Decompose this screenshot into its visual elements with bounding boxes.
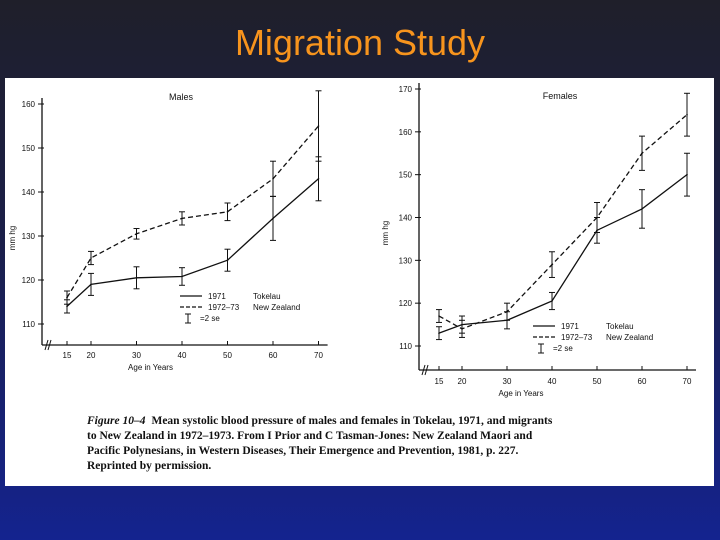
chart2-title: Females: [543, 91, 578, 101]
chart1-x-tick-label: 70: [314, 351, 323, 360]
chart2-series-2-point: [506, 310, 508, 313]
chart2-x-tick-label: 50: [593, 377, 602, 386]
chart2-y-axis-label: mm hg: [381, 221, 390, 245]
slide-title: Migration Study: [234, 22, 486, 63]
chart1-series-1-line: [66, 178, 319, 307]
chart1-series-1-point: [226, 259, 229, 261]
chart2-x-tick-label: 60: [638, 377, 647, 386]
chart1-y-tick-label: 120: [22, 276, 36, 285]
chart1-y-axis-label: mm hg: [8, 226, 17, 250]
chart1-x-tick-label: 60: [269, 351, 278, 360]
chart2-axis-break: [421, 364, 426, 376]
chart1-legend-errorbar-label: =2 se: [200, 314, 220, 323]
chart2-series-2-line: [438, 114, 688, 330]
chart2-series-2-point: [596, 216, 598, 219]
chart2-series-2-point: [551, 263, 553, 266]
chart2-series-2-point: [461, 328, 463, 330]
chart2-y-tick-label: 160: [399, 128, 413, 137]
chart2-series-1-point: [438, 332, 440, 334]
chart1-legend-year: 1972–73: [208, 303, 240, 312]
chart1-series-1-point: [317, 178, 320, 180]
chart1-x-tick-label: 20: [87, 351, 96, 360]
chart2-y-tick-label: 140: [399, 214, 413, 223]
chart2-legend-errorbar-label: =2 se: [553, 344, 573, 353]
chart2-x-tick-label: 30: [503, 377, 512, 386]
chart1-series-2-point: [226, 211, 229, 213]
chart2-y-tick-label: 120: [399, 299, 413, 308]
chart1-series-1-point: [90, 283, 92, 286]
chart1-y-tick-label: 160: [22, 100, 36, 109]
chart1-series-2-point: [272, 178, 274, 180]
chart2-legend-year: 1971: [561, 322, 579, 331]
chart1-x-tick-label: 15: [63, 351, 72, 360]
chart1-series-2-point: [317, 125, 320, 127]
chart2-series-2-point: [686, 113, 688, 116]
chart1-series-2-point: [66, 296, 68, 299]
chart1-legend-place: New Zealand: [253, 303, 300, 312]
caption-text: Mean systolic blood pressure of males an…: [87, 415, 553, 472]
chart1-y-tick-label: 140: [22, 188, 36, 197]
chart1-y-tick-label: 110: [22, 320, 35, 329]
chart2-x-tick-label: 15: [435, 377, 444, 386]
chart2-series-2-point: [438, 315, 440, 317]
charts-svg: 110 120 130 140 150 160 15 20 30 40 50 60 70 Males Age…: [8, 83, 696, 398]
chart2-y-tick-label: 170: [399, 85, 413, 94]
chart2-legend-year: 1972–73: [561, 333, 593, 342]
chart1-series-2-point: [90, 257, 92, 259]
figure-label: Figure 10–4: [87, 415, 146, 427]
chart1-y-tick-label: 130: [22, 232, 36, 241]
chart2-series-1-point: [551, 300, 553, 302]
chart2-series-1-point: [686, 173, 688, 176]
chart1-x-tick-label: 50: [223, 351, 232, 360]
chart1-x-axis-label: Age in Years: [128, 363, 173, 372]
chart1-x-tick-label: 30: [132, 351, 141, 360]
chart2-y-tick-label: 130: [399, 256, 413, 265]
chart1-series-1-point: [181, 275, 183, 278]
chart1-series-2-point: [135, 233, 138, 235]
chart2-series-1-point: [641, 208, 643, 210]
chart1-series-2-point: [181, 217, 183, 220]
chart2-y-tick-label: 110: [399, 342, 412, 351]
chart1-axis-break: [47, 339, 52, 351]
chart2-x-tick-label: 70: [683, 377, 692, 386]
chart1-series-1-point: [66, 305, 68, 308]
chart2-axis-break: [424, 364, 429, 376]
chart1-series-1-point: [135, 277, 138, 279]
chart2-y-tick-label: 150: [399, 171, 413, 180]
chart1-legend-year: 1971: [208, 292, 226, 301]
chart1-legend-place: Tokelau: [253, 292, 281, 301]
chart2-x-tick-label: 40: [548, 377, 557, 386]
chart2-legend-place: Tokelau: [606, 322, 634, 331]
chart1-series-1-point: [272, 217, 274, 220]
chart2-x-tick-label: 20: [458, 377, 467, 386]
figure-panel: 110 120 130 140 150 160 15 20 30 40 50 60 70 Males Age…: [5, 78, 714, 486]
chart1-x-tick-label: 40: [178, 351, 187, 360]
figure-caption: Figure 10–4 Mean systolic blood pressure …: [87, 414, 557, 474]
chart2-x-axis-label: Age in Years: [499, 389, 544, 398]
chart1-axis-break: [44, 339, 49, 351]
chart1-title: Males: [169, 92, 194, 102]
chart2-series-2-point: [641, 152, 643, 155]
chart2-legend-place: New Zealand: [606, 333, 653, 342]
chart1-y-tick-label: 150: [22, 144, 36, 153]
